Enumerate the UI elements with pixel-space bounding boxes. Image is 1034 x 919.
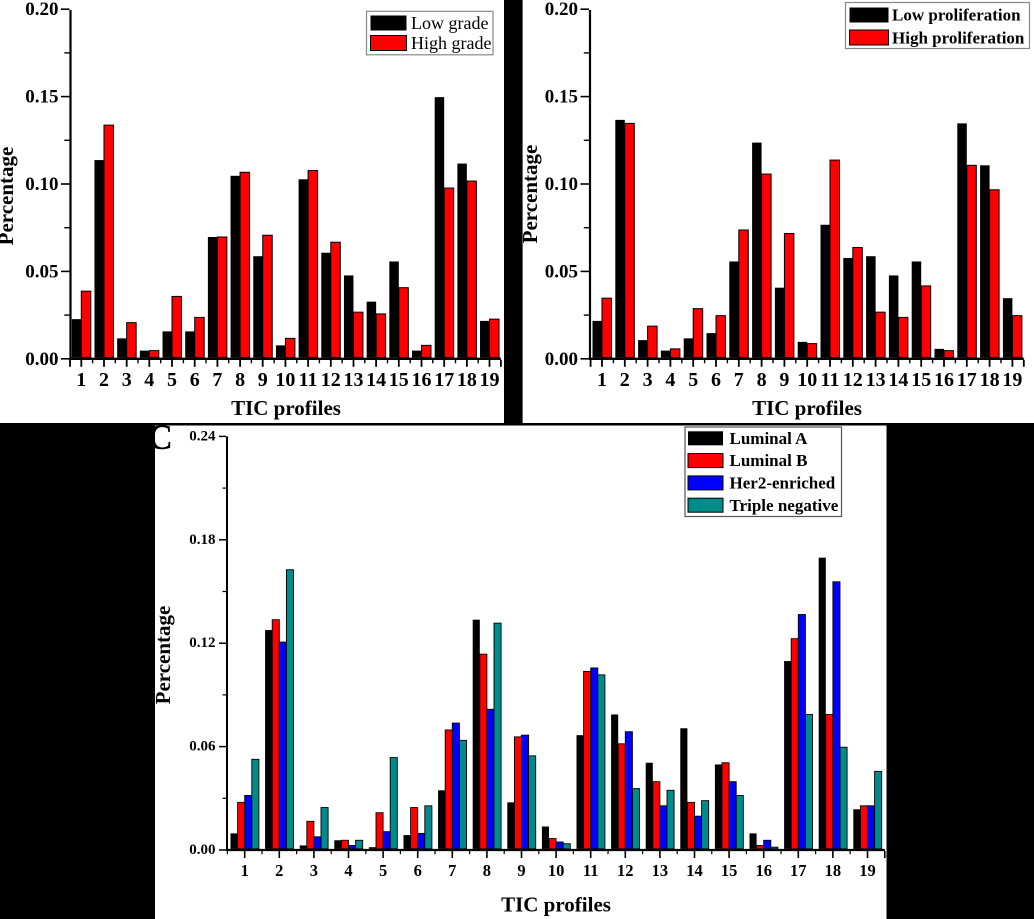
svg-text:3: 3 xyxy=(310,861,318,880)
svg-text:12: 12 xyxy=(617,861,634,880)
svg-text:4: 4 xyxy=(344,861,352,880)
svg-text:0.20: 0.20 xyxy=(25,0,58,20)
svg-text:19: 19 xyxy=(1002,369,1022,391)
svg-text:7: 7 xyxy=(212,369,222,391)
svg-text:1: 1 xyxy=(76,369,86,391)
svg-text:6: 6 xyxy=(190,369,200,391)
svg-text:0.10: 0.10 xyxy=(25,174,58,195)
svg-text:15: 15 xyxy=(911,369,931,391)
svg-text:10: 10 xyxy=(275,369,295,391)
svg-text:4: 4 xyxy=(144,369,154,391)
svg-text:Luminal A: Luminal A xyxy=(730,429,809,448)
svg-text:Percentage: Percentage xyxy=(151,606,175,705)
svg-text:16: 16 xyxy=(412,369,432,391)
svg-text:Low proliferation: Low proliferation xyxy=(892,6,1021,25)
svg-text:TIC profiles: TIC profiles xyxy=(231,396,341,420)
svg-text:14: 14 xyxy=(686,861,703,880)
svg-text:Luminal B: Luminal B xyxy=(730,451,808,470)
svg-text:0.24: 0.24 xyxy=(189,428,216,444)
svg-text:2: 2 xyxy=(620,369,630,391)
svg-text:0.00: 0.00 xyxy=(25,349,58,370)
svg-text:0.15: 0.15 xyxy=(25,87,58,108)
svg-text:9: 9 xyxy=(517,861,525,880)
svg-text:19: 19 xyxy=(480,369,500,391)
svg-text:C: C xyxy=(147,417,173,457)
svg-text:7: 7 xyxy=(448,861,456,880)
svg-text:14: 14 xyxy=(366,369,386,391)
svg-text:10: 10 xyxy=(797,369,817,391)
svg-text:15: 15 xyxy=(721,861,738,880)
svg-text:1: 1 xyxy=(597,369,607,391)
svg-text:Her2-enriched: Her2-enriched xyxy=(730,474,836,493)
svg-text:Low grade: Low grade xyxy=(411,13,488,33)
svg-text:13: 13 xyxy=(652,861,669,880)
svg-text:8: 8 xyxy=(757,369,767,391)
svg-text:8: 8 xyxy=(235,369,245,391)
svg-text:18: 18 xyxy=(980,369,1000,391)
svg-text:1: 1 xyxy=(241,861,249,880)
svg-text:10: 10 xyxy=(548,861,565,880)
svg-text:2: 2 xyxy=(275,861,283,880)
svg-text:5: 5 xyxy=(167,369,177,391)
svg-text:14: 14 xyxy=(888,369,908,391)
svg-text:0.15: 0.15 xyxy=(545,87,578,108)
svg-text:6: 6 xyxy=(414,861,422,880)
svg-text:8: 8 xyxy=(483,861,491,880)
svg-text:2: 2 xyxy=(99,369,109,391)
svg-text:TIC profiles: TIC profiles xyxy=(501,893,611,917)
svg-text:0.00: 0.00 xyxy=(545,349,578,370)
svg-text:6: 6 xyxy=(711,369,721,391)
svg-text:0.06: 0.06 xyxy=(189,739,216,755)
svg-text:11: 11 xyxy=(821,369,840,391)
svg-text:3: 3 xyxy=(122,369,132,391)
svg-text:12: 12 xyxy=(321,369,341,391)
svg-text:0.18: 0.18 xyxy=(189,532,215,548)
svg-text:TIC profiles: TIC profiles xyxy=(752,396,862,420)
svg-text:High grade: High grade xyxy=(411,33,491,53)
svg-text:16: 16 xyxy=(755,861,772,880)
svg-text:19: 19 xyxy=(859,861,876,880)
svg-text:17: 17 xyxy=(434,369,454,391)
svg-text:16: 16 xyxy=(934,369,954,391)
svg-text:15: 15 xyxy=(389,369,409,391)
svg-text:18: 18 xyxy=(825,861,842,880)
svg-text:Percentage: Percentage xyxy=(518,145,542,244)
svg-text:5: 5 xyxy=(688,369,698,391)
svg-text:0.10: 0.10 xyxy=(545,174,578,195)
svg-text:17: 17 xyxy=(957,369,977,391)
svg-text:18: 18 xyxy=(457,369,477,391)
svg-text:11: 11 xyxy=(583,861,599,880)
svg-text:11: 11 xyxy=(299,369,318,391)
svg-text:0.05: 0.05 xyxy=(545,261,578,282)
svg-text:13: 13 xyxy=(344,369,364,391)
svg-text:4: 4 xyxy=(665,369,675,391)
svg-text:0.20: 0.20 xyxy=(545,0,578,20)
svg-text:0.12: 0.12 xyxy=(189,635,215,651)
svg-text:7: 7 xyxy=(734,369,744,391)
svg-text:3: 3 xyxy=(643,369,653,391)
svg-text:12: 12 xyxy=(843,369,863,391)
svg-text:13: 13 xyxy=(866,369,886,391)
svg-text:9: 9 xyxy=(258,369,268,391)
svg-text:Triple negative: Triple negative xyxy=(730,496,839,515)
svg-text:0.00: 0.00 xyxy=(189,842,215,858)
svg-text:9: 9 xyxy=(779,369,789,391)
svg-text:Percentage: Percentage xyxy=(0,147,18,246)
svg-text:17: 17 xyxy=(790,861,807,880)
svg-text:0.05: 0.05 xyxy=(25,261,58,282)
svg-text:5: 5 xyxy=(379,861,387,880)
svg-text:High proliferation: High proliferation xyxy=(892,29,1025,48)
